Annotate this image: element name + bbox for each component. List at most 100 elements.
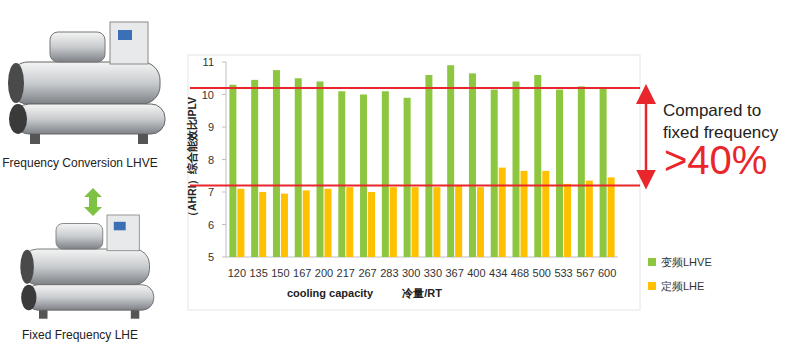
x-tick-label: 533 (554, 267, 572, 279)
bar (521, 171, 528, 257)
bar (477, 187, 484, 257)
red-double-arrow (645, 94, 648, 180)
x-tick-label: 200 (315, 267, 333, 279)
bar (491, 90, 498, 257)
x-axis-label: cooling capacity (287, 287, 374, 299)
shell (15, 104, 165, 134)
x-axis-label-cn: 冷量/RT (402, 287, 442, 299)
bar (281, 194, 288, 257)
page: {"chart_data": { "type": "bar", "y_label… (0, 0, 799, 355)
y-tick (222, 127, 226, 128)
bar (556, 90, 563, 257)
legend-swatch (648, 282, 656, 290)
bar (564, 184, 571, 257)
chart-frame (188, 55, 640, 310)
shell (10, 62, 160, 104)
control-box (110, 22, 148, 64)
bar (425, 75, 432, 257)
y-tick-label: 5 (208, 251, 214, 263)
x-tick-label: 500 (533, 267, 551, 279)
foot (131, 310, 140, 319)
bar (513, 82, 520, 258)
bars (229, 65, 614, 257)
x-tick-label: 120 (228, 267, 246, 279)
y-tick-label: 6 (208, 219, 214, 231)
y-tick-label: 10 (202, 89, 214, 101)
bar (600, 88, 607, 257)
x-tick-label: 367 (445, 267, 463, 279)
bar (325, 189, 332, 257)
shell (22, 249, 150, 285)
end-cap (21, 285, 36, 311)
x-tick-label: 217 (337, 267, 355, 279)
product-label: Frequency Conversion LHVE (2, 156, 157, 170)
legend-label: 定频LHE (661, 280, 704, 292)
panel (118, 30, 132, 40)
green-double-arrow (84, 188, 102, 216)
bar (237, 189, 244, 257)
bar (229, 85, 236, 257)
bar (534, 75, 541, 257)
x-tick-label: 300 (402, 267, 420, 279)
panel (114, 222, 126, 231)
bar (251, 80, 258, 257)
reference-line (190, 185, 640, 187)
chiller-illustration (20, 215, 153, 319)
bar (447, 65, 454, 257)
x-tick-label: 468 (511, 267, 529, 279)
bar (360, 95, 367, 258)
bar (578, 86, 585, 257)
legend-swatch (648, 258, 656, 266)
x-tick-label: 267 (358, 267, 376, 279)
y-tick (222, 257, 226, 258)
bar (368, 192, 375, 257)
bar (295, 78, 302, 257)
y-tick-label: 11 (203, 56, 214, 68)
bar (303, 190, 310, 257)
compressor (56, 224, 103, 250)
end-cap (9, 104, 27, 134)
bar (433, 187, 440, 257)
bar (338, 91, 345, 257)
y-tick (222, 224, 226, 225)
x-tick-label: 283 (380, 267, 398, 279)
bar (317, 82, 324, 258)
x-tick-label: 330 (424, 267, 442, 279)
legend-label: 变频LHVE (661, 256, 712, 268)
y-axis-line (226, 62, 227, 257)
chiller-illustration (8, 22, 165, 144)
end-cap (20, 250, 34, 284)
end-cap (8, 63, 24, 103)
y-tick-label: 7 (208, 186, 214, 198)
highlight: >40% (664, 138, 767, 182)
foot (30, 134, 40, 144)
x-tick-label: 167 (293, 267, 311, 279)
reference-line (190, 87, 640, 89)
bar (412, 187, 419, 257)
bar (469, 73, 476, 257)
bar (346, 187, 353, 257)
control-box (107, 215, 139, 251)
y-tick (222, 62, 226, 63)
bar (382, 91, 389, 257)
y-tick (222, 94, 226, 95)
shell (26, 285, 154, 311)
product-label: Fixed Frequency LHE (22, 328, 138, 342)
y-tick (222, 159, 226, 160)
x-tick-label: 150 (271, 267, 289, 279)
x-tick-label: 135 (249, 267, 267, 279)
foot (138, 134, 148, 144)
x-tick-label: 567 (576, 267, 594, 279)
compressor (50, 32, 105, 62)
bar (259, 192, 266, 257)
bar (390, 187, 397, 257)
y-tick-label: 8 (208, 154, 214, 166)
annotation: Compared to (663, 101, 761, 120)
chart-root: 567891011（AHRI）综合能效比IPLV1201351501672002… (0, 0, 799, 355)
bar (404, 98, 411, 257)
x-tick-label: 434 (489, 267, 507, 279)
y-tick (222, 192, 226, 193)
bar (542, 171, 549, 257)
bar (586, 181, 593, 257)
x-tick-label: 400 (467, 267, 485, 279)
